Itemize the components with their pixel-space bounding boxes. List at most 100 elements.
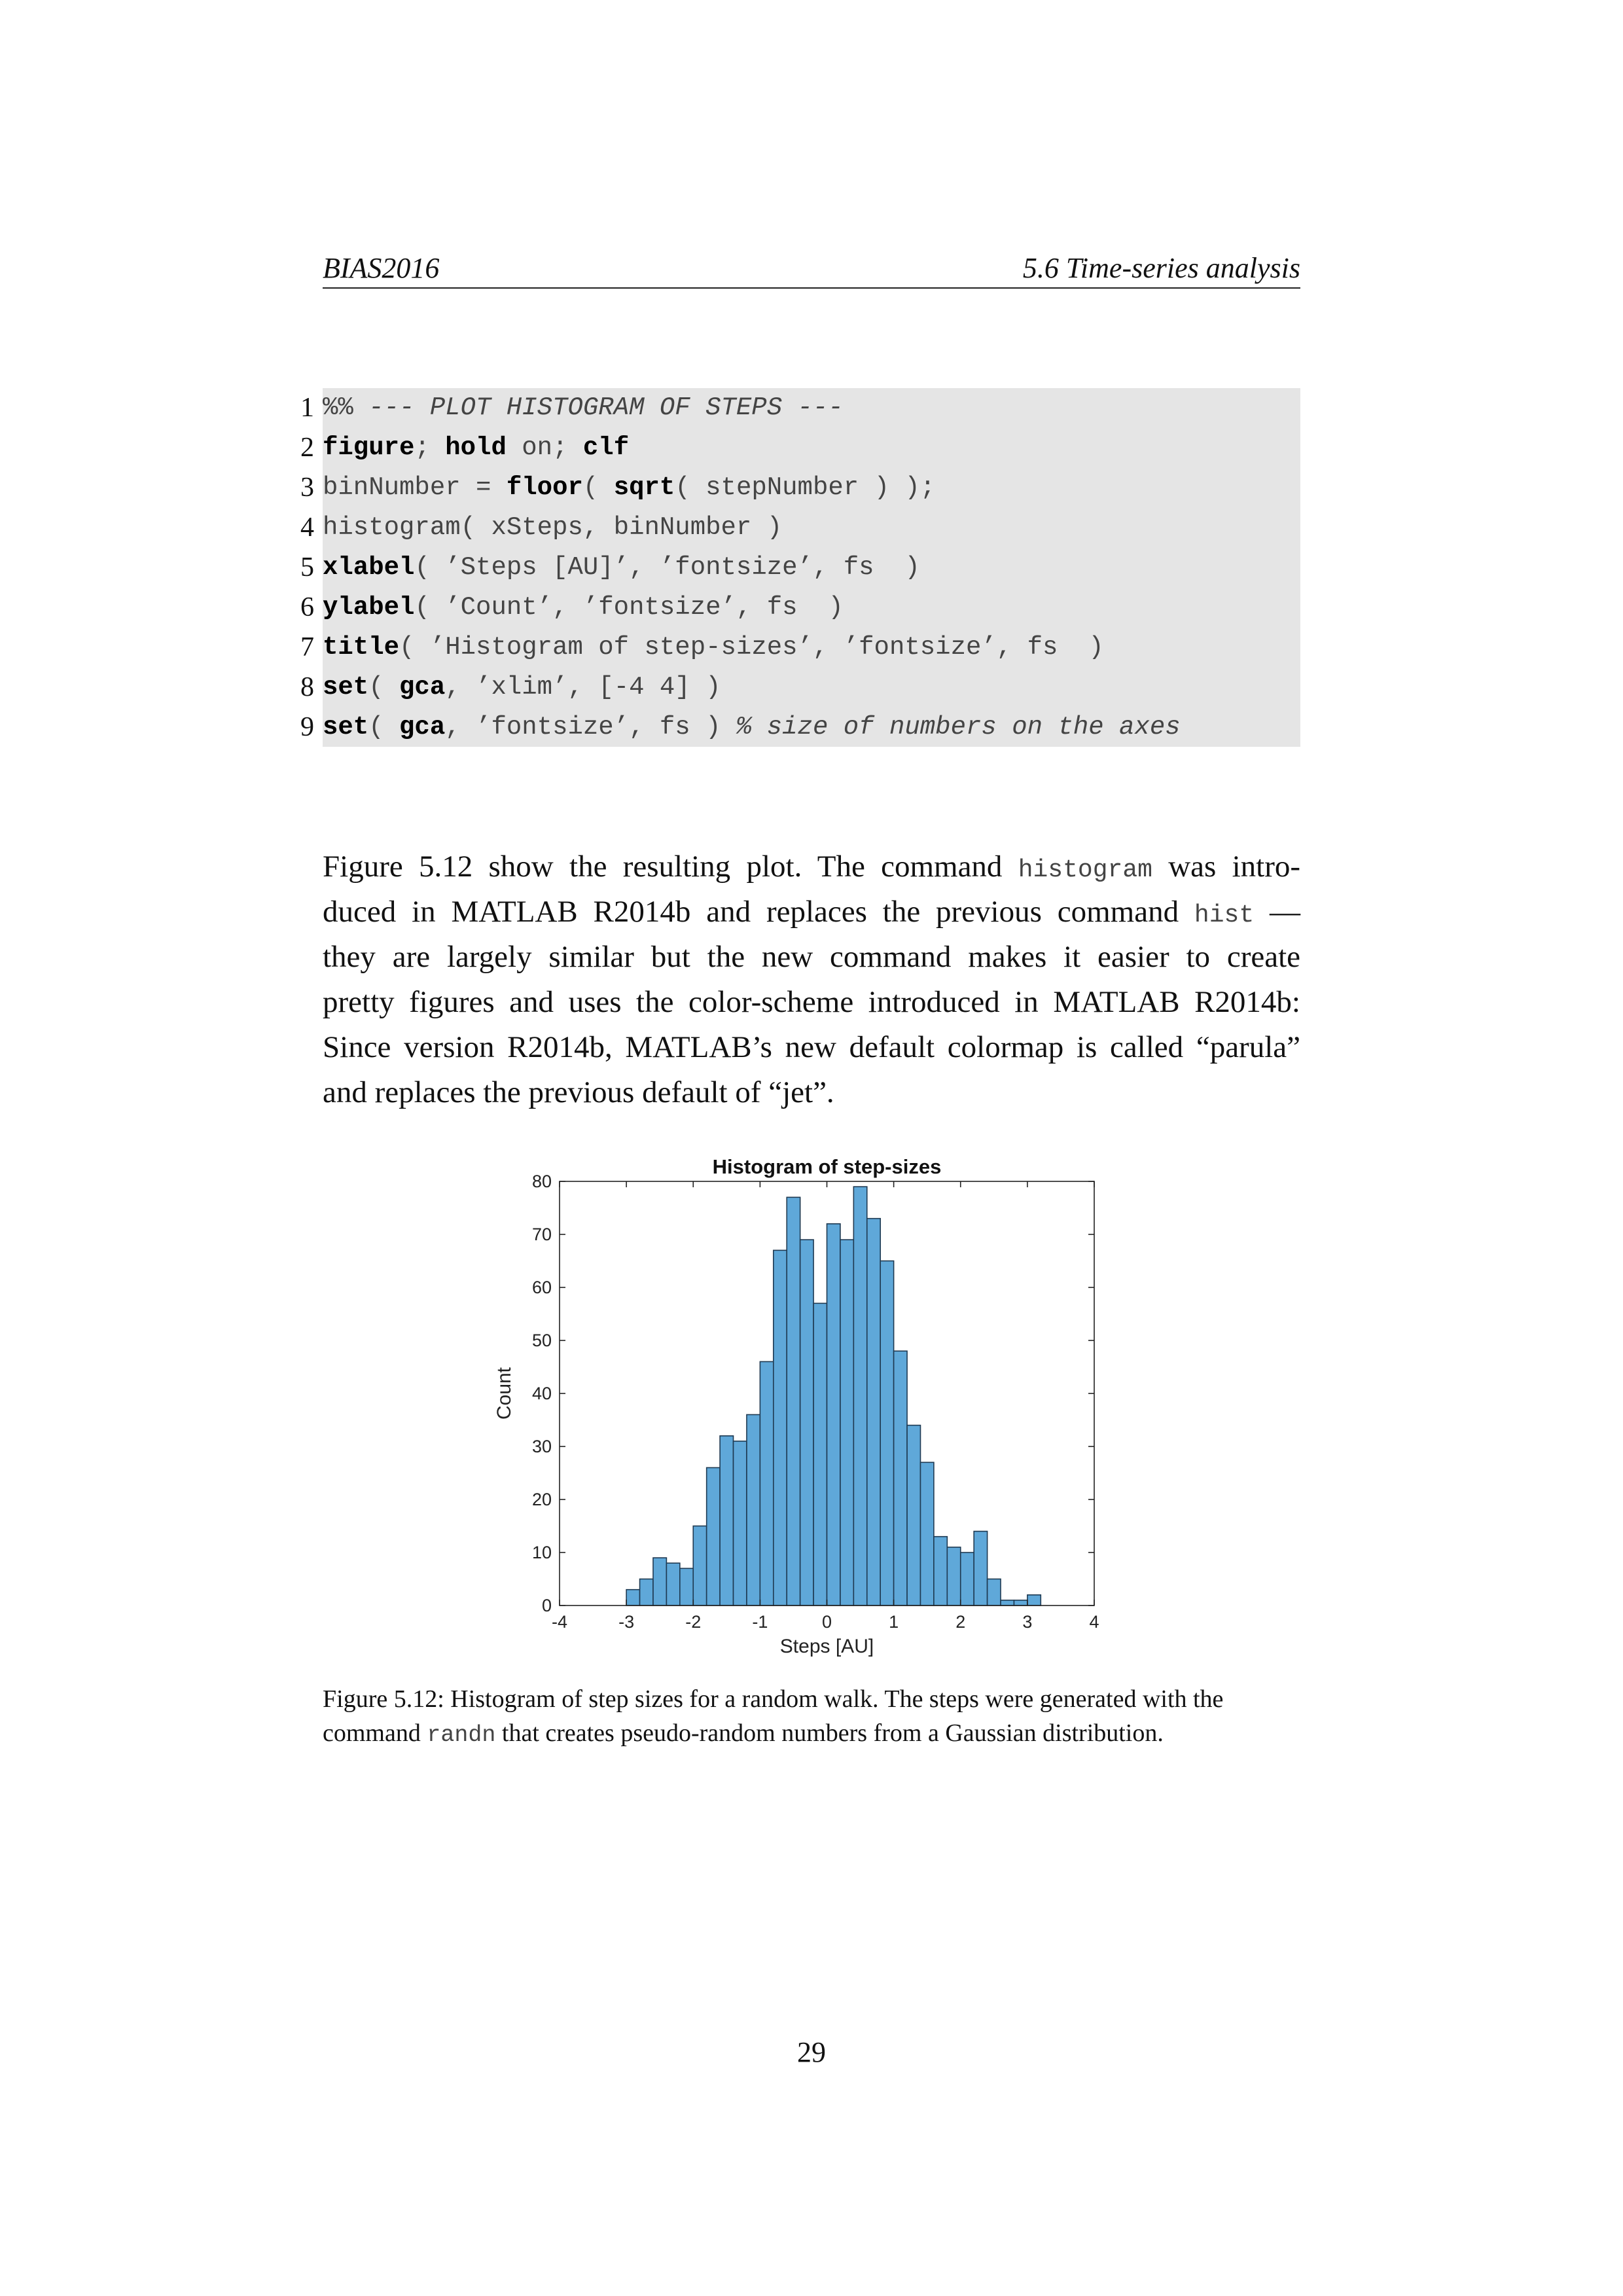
- code-text: , ’xlim’, [-4 4] ): [445, 673, 721, 702]
- code-line-number: 8: [300, 672, 314, 702]
- histogram-bar: [986, 1578, 1001, 1606]
- y-tick-label: 70: [532, 1225, 552, 1244]
- text-run: command: [323, 1719, 427, 1747]
- x-tick-label: 1: [889, 1612, 899, 1632]
- histogram-bar: [1027, 1594, 1042, 1606]
- code-text: ;: [414, 433, 446, 462]
- histogram-bar: [705, 1467, 721, 1606]
- code-line-source: xlabel( ’Steps [AU]’, ’fontsize’, fs ): [323, 548, 920, 588]
- code-keyword: figure: [323, 433, 415, 462]
- histogram-bar: [799, 1239, 814, 1606]
- code-comment: % size of numbers on the axes: [736, 713, 1181, 742]
- text-run: Figure 5.12: Histogram of step sizes for…: [323, 1685, 1224, 1713]
- text-line: and replaces the previous default of “je…: [323, 1070, 1300, 1115]
- x-tick-label: -1: [752, 1612, 768, 1632]
- code-keyword: ylabel: [323, 593, 415, 622]
- code-line: 5 xlabel( ’Steps [AU]’, ’fontsize’, fs ): [0, 548, 1309, 588]
- code-line-source: histogram( xSteps, binNumber ): [323, 508, 782, 548]
- code-line-source: title( ’Histogram of step-sizes’, ’fonts…: [323, 628, 1104, 668]
- histogram-chart: -4 -3 -2 -1 0 1 2 3 401020304050607080Histogram …: [493, 1155, 1099, 1657]
- code-text: ( ’Count’, ’fontsize’, fs ): [414, 593, 844, 622]
- histogram-bar: [919, 1462, 935, 1606]
- x-axis-label: Steps [AU]: [780, 1636, 874, 1657]
- text-run: duced in MATLAB R2014b and replaces the …: [323, 895, 1194, 929]
- histogram-bar: [639, 1578, 654, 1606]
- histogram-bar: [626, 1588, 641, 1606]
- code-line-source: set( gca, ’xlim’, [-4 4] ): [323, 668, 721, 708]
- code-line: 4 histogram( xSteps, binNumber ): [0, 508, 1309, 548]
- code-text: ( ’Histogram of step-sizes’, ’fontsize’,…: [399, 633, 1104, 662]
- code-text: %%: [323, 393, 353, 422]
- histogram-bar: [880, 1260, 895, 1606]
- x-tick-label: 2: [955, 1612, 965, 1632]
- code-line-number: 5: [300, 552, 314, 583]
- code-line: 6 ylabel( ’Count’, ’fontsize’, fs ): [0, 588, 1309, 628]
- code-keyword: clf: [582, 433, 630, 462]
- code-line-source: %% --- PLOT HISTOGRAM OF STEPS ---: [323, 388, 844, 428]
- running-header-left: BIAS2016: [323, 252, 440, 284]
- code-line-number: 2: [300, 433, 314, 463]
- x-tick-label: -2: [685, 1612, 701, 1632]
- inline-code: randn: [427, 1722, 496, 1748]
- code-keyword: xlabel: [323, 553, 415, 582]
- x-tick-label: 3: [1022, 1612, 1032, 1632]
- text-run: they are largely similar but the new com…: [323, 940, 1300, 974]
- code-line: 2 figure; hold on; clf: [0, 428, 1309, 468]
- code-keyword: floor: [506, 473, 583, 502]
- code-text: (: [582, 473, 614, 502]
- text-line: duced in MATLAB R2014b and replaces the …: [323, 889, 1300, 935]
- histogram-bar: [719, 1435, 734, 1606]
- running-header-right: 5.6 Time-series analysis: [1022, 252, 1300, 284]
- histogram-bar: [973, 1530, 988, 1606]
- code-line: 7 title( ’Histogram of step-sizes’, ’font…: [0, 628, 1309, 668]
- x-tick-label: 0: [822, 1612, 832, 1632]
- text-run: was intro-: [1152, 850, 1300, 884]
- code-keyword: set: [323, 673, 369, 702]
- code-line: 3 binNumber = floor( sqrt( stepNumber ) )…: [0, 468, 1309, 508]
- code-listing-background: [323, 388, 1300, 747]
- code-text: (: [368, 713, 400, 742]
- histogram-bar: [679, 1568, 694, 1606]
- code-keyword: title: [323, 633, 400, 662]
- code-keyword: gca: [399, 673, 446, 702]
- histogram-bar: [853, 1186, 868, 1606]
- code-line-number: 1: [300, 393, 314, 423]
- text-line: they are largely similar but the new com…: [323, 935, 1300, 980]
- y-tick-label: 20: [532, 1490, 552, 1509]
- histogram-figure: -4 -3 -2 -1 0 1 2 3 4 0 10 20 30 40 50 60 70 80 Histogram …: [484, 1145, 1126, 1662]
- code-keyword: gca: [399, 713, 446, 742]
- histogram-bar: [786, 1196, 801, 1606]
- histogram-bar: [946, 1547, 961, 1606]
- y-tick-label: 50: [532, 1331, 552, 1350]
- code-line-number: 3: [300, 473, 314, 503]
- text-run: and replaces the previous default of “je…: [323, 1075, 834, 1109]
- histogram-bar: [652, 1557, 668, 1606]
- text-run: pretty figures and uses the color-scheme…: [323, 985, 1300, 1019]
- code-line-source: set( gca, ’fontsize’, fs ) % size of num…: [323, 708, 1181, 747]
- code-line-number: 9: [300, 712, 314, 742]
- histogram-bar: [866, 1217, 882, 1606]
- code-text: ( ’Steps [AU]’, ’fontsize’, fs ): [414, 553, 920, 582]
- histogram-bar: [1000, 1600, 1015, 1606]
- code-line: 8 set( gca, ’xlim’, [-4 4] ): [0, 668, 1309, 708]
- histogram-bar: [813, 1302, 828, 1606]
- y-tick-label: 80: [532, 1172, 552, 1191]
- caption-line: command randn that creates pseudo-random…: [323, 1716, 1300, 1752]
- x-tick-label: -4: [552, 1612, 567, 1632]
- figure-caption: Figure 5.12: Histogram of step sizes for…: [323, 1682, 1300, 1752]
- body-paragraph: Figure 5.12 show the resulting plot. The…: [323, 844, 1300, 1115]
- histogram-bar: [1013, 1600, 1028, 1606]
- y-tick-label: 40: [532, 1384, 552, 1403]
- histogram-bar: [666, 1562, 681, 1606]
- code-text: , ’fontsize’, fs ): [445, 713, 736, 742]
- code-line-number: 4: [300, 512, 314, 543]
- histogram-bar: [933, 1535, 948, 1606]
- code-text: ( stepNumber ) );: [675, 473, 936, 502]
- histogram-bar: [959, 1552, 974, 1606]
- x-tick-label: 4: [1089, 1612, 1099, 1632]
- code-line-source: ylabel( ’Count’, ’fontsize’, fs ): [323, 588, 844, 628]
- code-keyword: set: [323, 713, 369, 742]
- y-tick-label: 30: [532, 1437, 552, 1456]
- histogram-bar: [893, 1350, 908, 1606]
- y-tick-label: 10: [532, 1543, 552, 1562]
